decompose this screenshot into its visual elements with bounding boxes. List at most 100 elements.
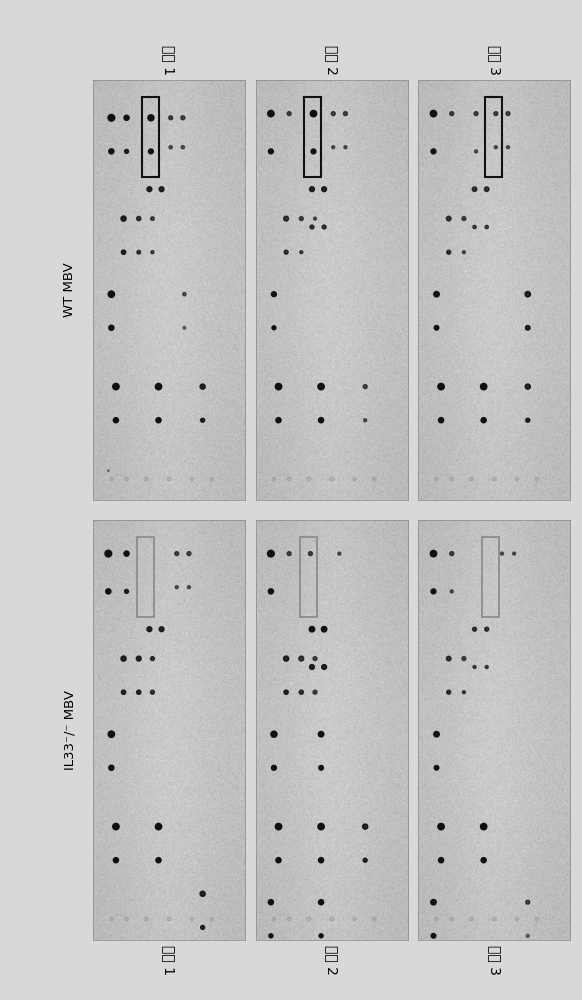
Ellipse shape bbox=[169, 146, 172, 149]
Text: 小鼠 2: 小鼠 2 bbox=[325, 945, 339, 975]
Ellipse shape bbox=[506, 112, 510, 116]
Ellipse shape bbox=[313, 690, 317, 694]
Ellipse shape bbox=[318, 418, 324, 423]
Ellipse shape bbox=[151, 251, 154, 254]
Ellipse shape bbox=[526, 418, 530, 422]
Ellipse shape bbox=[276, 858, 281, 863]
Text: 小鼠 1: 小鼠 1 bbox=[162, 45, 176, 75]
Ellipse shape bbox=[513, 552, 516, 555]
Ellipse shape bbox=[169, 116, 173, 120]
Ellipse shape bbox=[144, 477, 148, 481]
Ellipse shape bbox=[344, 146, 347, 149]
Ellipse shape bbox=[525, 384, 530, 389]
Ellipse shape bbox=[125, 589, 129, 593]
Ellipse shape bbox=[310, 110, 317, 117]
Ellipse shape bbox=[272, 326, 276, 330]
Ellipse shape bbox=[210, 477, 214, 481]
Ellipse shape bbox=[183, 293, 186, 296]
Ellipse shape bbox=[137, 250, 141, 254]
Ellipse shape bbox=[434, 766, 439, 770]
Ellipse shape bbox=[485, 665, 488, 669]
Ellipse shape bbox=[159, 627, 164, 632]
Ellipse shape bbox=[147, 627, 152, 632]
Ellipse shape bbox=[309, 626, 315, 632]
Ellipse shape bbox=[113, 383, 119, 390]
Ellipse shape bbox=[318, 900, 324, 905]
Ellipse shape bbox=[183, 326, 186, 329]
Ellipse shape bbox=[125, 149, 129, 153]
Ellipse shape bbox=[109, 325, 114, 330]
Bar bbox=[300, 537, 317, 617]
Ellipse shape bbox=[200, 384, 205, 389]
Ellipse shape bbox=[450, 917, 453, 921]
Ellipse shape bbox=[187, 586, 190, 589]
Ellipse shape bbox=[494, 112, 498, 116]
Ellipse shape bbox=[434, 326, 439, 330]
Ellipse shape bbox=[343, 112, 347, 116]
Ellipse shape bbox=[431, 149, 436, 154]
Ellipse shape bbox=[501, 552, 503, 555]
Ellipse shape bbox=[515, 917, 519, 921]
Ellipse shape bbox=[288, 917, 291, 921]
Ellipse shape bbox=[485, 225, 488, 229]
Ellipse shape bbox=[447, 250, 450, 254]
Ellipse shape bbox=[276, 418, 281, 423]
Ellipse shape bbox=[307, 917, 311, 921]
Ellipse shape bbox=[108, 731, 115, 737]
Ellipse shape bbox=[481, 383, 487, 390]
Ellipse shape bbox=[526, 900, 530, 904]
Ellipse shape bbox=[474, 112, 478, 116]
Ellipse shape bbox=[319, 766, 324, 770]
Ellipse shape bbox=[310, 665, 314, 669]
Ellipse shape bbox=[515, 477, 519, 481]
Ellipse shape bbox=[353, 917, 356, 921]
Ellipse shape bbox=[450, 112, 454, 116]
Ellipse shape bbox=[434, 731, 439, 737]
Ellipse shape bbox=[109, 149, 114, 154]
Ellipse shape bbox=[318, 823, 324, 830]
Ellipse shape bbox=[363, 824, 368, 829]
Text: IL33⁻/⁻ MBV: IL33⁻/⁻ MBV bbox=[63, 690, 76, 770]
Ellipse shape bbox=[190, 477, 194, 481]
Ellipse shape bbox=[470, 917, 473, 921]
Ellipse shape bbox=[447, 690, 450, 694]
Ellipse shape bbox=[125, 477, 129, 481]
Ellipse shape bbox=[364, 419, 367, 422]
Ellipse shape bbox=[438, 823, 444, 830]
Ellipse shape bbox=[137, 216, 141, 221]
Ellipse shape bbox=[526, 326, 530, 330]
Ellipse shape bbox=[535, 477, 539, 481]
Ellipse shape bbox=[105, 550, 112, 557]
Ellipse shape bbox=[125, 917, 129, 921]
Ellipse shape bbox=[136, 656, 141, 661]
Text: 小鼠 3: 小鼠 3 bbox=[487, 45, 501, 75]
Ellipse shape bbox=[156, 418, 161, 423]
Ellipse shape bbox=[473, 665, 476, 669]
Ellipse shape bbox=[462, 251, 466, 254]
Ellipse shape bbox=[151, 657, 154, 661]
Ellipse shape bbox=[175, 586, 178, 589]
Ellipse shape bbox=[535, 917, 539, 921]
Ellipse shape bbox=[271, 731, 277, 737]
Ellipse shape bbox=[137, 690, 141, 694]
Ellipse shape bbox=[435, 917, 438, 921]
Ellipse shape bbox=[190, 917, 194, 921]
Ellipse shape bbox=[268, 550, 274, 557]
Ellipse shape bbox=[200, 891, 205, 896]
Ellipse shape bbox=[299, 656, 304, 661]
Ellipse shape bbox=[484, 187, 489, 191]
Ellipse shape bbox=[430, 550, 436, 557]
Ellipse shape bbox=[122, 690, 126, 694]
Ellipse shape bbox=[430, 110, 436, 117]
Ellipse shape bbox=[330, 477, 333, 481]
Ellipse shape bbox=[494, 146, 498, 149]
Ellipse shape bbox=[434, 291, 439, 297]
Ellipse shape bbox=[318, 731, 324, 737]
Ellipse shape bbox=[450, 552, 454, 556]
Ellipse shape bbox=[372, 477, 376, 481]
Ellipse shape bbox=[363, 385, 367, 389]
Text: 小鼠 2: 小鼠 2 bbox=[325, 45, 339, 75]
Ellipse shape bbox=[210, 917, 214, 921]
Ellipse shape bbox=[109, 917, 113, 921]
Ellipse shape bbox=[438, 858, 443, 863]
